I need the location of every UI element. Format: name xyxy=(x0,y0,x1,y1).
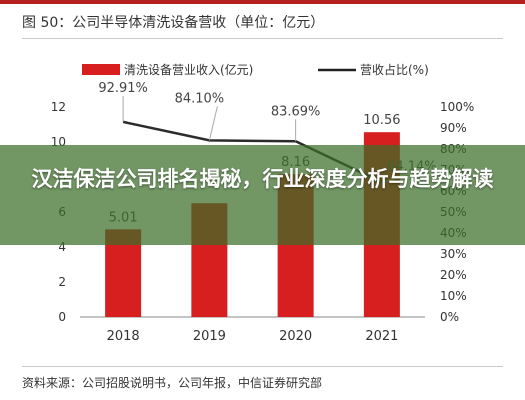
left-axis-tick-label: 4 xyxy=(58,240,66,254)
source-note: 资料来源：公司招股说明书，公司年报，中信证券研究部 xyxy=(22,376,323,390)
top-accent-bar xyxy=(0,0,525,4)
left-axis-tick-label: 12 xyxy=(51,100,66,114)
left-axis-tick-label: 2 xyxy=(58,275,66,289)
line-label-leader xyxy=(208,106,218,141)
legend-swatch-bar xyxy=(82,64,120,75)
x-axis-tick-label: 2018 xyxy=(107,329,140,344)
line-value-label: 84.10% xyxy=(175,91,225,106)
left-axis-tick-label: 0 xyxy=(58,310,66,324)
bar-value-label: 10.56 xyxy=(363,113,400,128)
source-divider xyxy=(22,366,503,367)
line-value-label: 83.69% xyxy=(271,104,321,119)
right-axis-tick-label: 0% xyxy=(440,310,459,324)
right-axis-tick-label: 10% xyxy=(440,289,467,303)
x-axis-tick-label: 2019 xyxy=(193,329,226,344)
line-value-label: 92.91% xyxy=(98,81,148,96)
x-axis-tick-label: 2020 xyxy=(279,329,312,344)
legend-label-line: 营收占比(%) xyxy=(360,62,429,77)
legend-label-bar: 清洗设备营业收入(亿元) xyxy=(124,62,253,77)
x-axis-tick-label: 2021 xyxy=(365,329,398,344)
right-axis-tick-label: 20% xyxy=(440,268,467,282)
headline-text: 汉洁保洁公司排名揭秘，行业深度分析与趋势解读 xyxy=(31,167,494,191)
headline-overlay xyxy=(0,145,525,245)
right-axis-tick-label: 90% xyxy=(440,121,467,135)
right-axis-tick-label: 30% xyxy=(440,247,467,261)
title-divider xyxy=(22,38,503,39)
right-axis-tick-label: 100% xyxy=(440,100,474,114)
chart-title: 图 50：公司半导体清洗设备营收（单位：亿元） xyxy=(22,15,325,31)
